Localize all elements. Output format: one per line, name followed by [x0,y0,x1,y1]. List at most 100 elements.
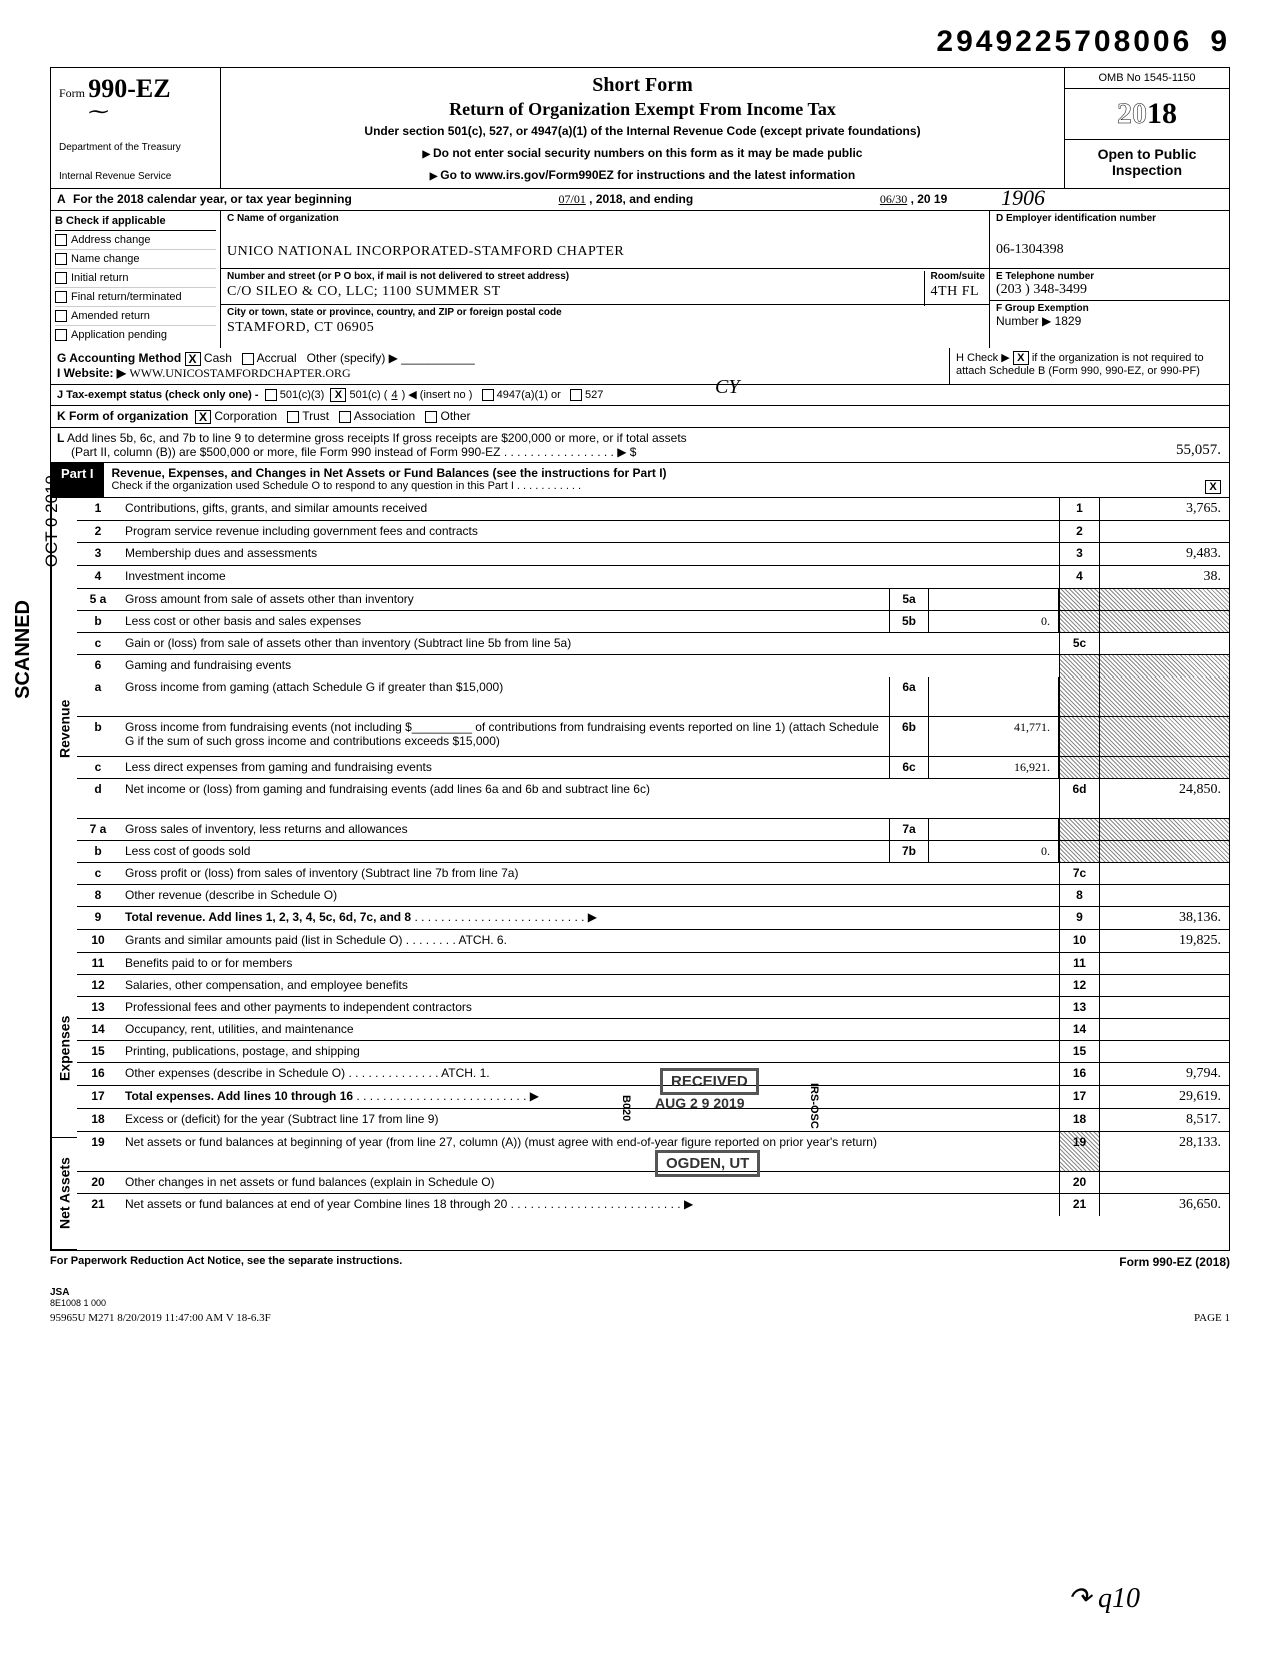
sched-o-checkbox[interactable]: X [1205,480,1221,494]
row-number: a [77,677,119,716]
chk-cash[interactable]: X [185,352,201,366]
row-desc: Excess or (deficit) for the year (Subtra… [119,1109,1059,1131]
table-row: dNet income or (loss) from gaming and fu… [77,779,1229,819]
line-l-text2: (Part II, column (B)) are $500,000 or mo… [71,445,636,459]
chk-accrual[interactable] [242,353,254,365]
chk-name-change[interactable]: Name change [55,250,216,269]
table-row: bLess cost or other basis and sales expe… [77,611,1229,633]
chk-amended-return[interactable]: Amended return [55,307,216,326]
city-row: City or town, state or province, country… [221,305,989,340]
line-g-i: G Accounting Method X Cash Accrual Other… [51,348,1229,385]
grp-row: F Group Exemption Number ▶ 1829 [990,301,1229,330]
jsa-label: JSA [50,1287,1230,1298]
right-num [1059,757,1099,778]
form-title-2: Return of Organization Exempt From Incom… [231,99,1054,120]
footer-left: For Paperwork Reduction Act Notice, see … [50,1255,402,1269]
bottom-line-text: 95965U M271 8/20/2019 11:47:00 AM V 18-6… [50,1312,271,1324]
table-row: 5 aGross amount from sale of assets othe… [77,589,1229,611]
street-value: C/O SILEO & CO, LLC; 1100 SUMMER ST [227,282,983,302]
line-l-text1: Add lines 5b, 6c, and 7b to line 9 to de… [67,431,687,445]
chk-schedule-b[interactable]: X [1013,351,1029,365]
arrow-line-1: Do not enter social security numbers on … [231,146,1054,160]
right-num: 5c [1059,633,1099,654]
right-num: 11 [1059,953,1099,974]
row-desc: Membership dues and assessments [119,543,1059,565]
chk-501c3[interactable] [265,389,277,401]
line-k-label: K Form of organization [57,409,188,423]
form-prefix: Form [59,86,85,100]
right-num: 8 [1059,885,1099,906]
right-num: 3 [1059,543,1099,565]
row-desc: Total expenses. Add lines 10 through 16 … [119,1086,1059,1108]
line-j: J Tax-exempt status (check only one) - 5… [51,385,1229,406]
row-desc: Gross income from gaming (attach Schedul… [119,677,889,716]
row-desc: Contributions, gifts, grants, and simila… [119,498,1059,520]
row-number: 5 a [77,589,119,610]
right-val [1099,885,1229,906]
chk-4947[interactable] [482,389,494,401]
stamp-date: AUG 2 9 2019 [655,1095,745,1111]
mid-num: 6b [889,717,929,756]
right-val [1099,1172,1229,1193]
table-row: 12Salaries, other compensation, and empl… [77,975,1229,997]
table-row: cGain or (loss) from sale of assets othe… [77,633,1229,655]
handwritten-cy: CY [715,376,739,399]
table-row: 3Membership dues and assessments39,483. [77,543,1229,566]
opt-501c-suf: ) ◀ (insert no ) [402,389,473,401]
right-num [1059,841,1099,862]
chk-label: Final return/terminated [71,291,182,303]
chk-527[interactable] [570,389,582,401]
right-num: 15 [1059,1041,1099,1062]
right-val: 8,517. [1099,1109,1229,1131]
right-num: 18 [1059,1109,1099,1131]
row-desc: Occupancy, rent, utilities, and maintena… [119,1019,1059,1040]
dept-treasury: Department of the Treasury [59,142,212,153]
right-val: 36,650. [1099,1194,1229,1216]
chk-final-return[interactable]: Final return/terminated [55,288,216,307]
doc-number-trail: 9 [1210,25,1230,58]
right-num: 4 [1059,566,1099,588]
part1-subtitle-wrap: Check if the organization used Schedule … [112,480,1221,492]
chk-trust[interactable] [287,411,299,423]
chk-other-org[interactable] [425,411,437,423]
chk-address-change[interactable]: Address change [55,231,216,250]
right-val [1099,841,1229,862]
chk-initial-return[interactable]: Initial return [55,269,216,288]
row-number: d [77,779,119,818]
table-row: 21Net assets or fund balances at end of … [77,1194,1229,1216]
col-b: B Check if applicable Address change Nam… [51,211,221,348]
chk-corp[interactable]: X [195,410,211,424]
open-inspection: Open to Public Inspection [1065,140,1229,184]
row-desc: Salaries, other compensation, and employ… [119,975,1059,996]
table-row: 2Program service revenue including gover… [77,521,1229,543]
row-number: c [77,633,119,654]
table-row: 20Other changes in net assets or fund ba… [77,1172,1229,1194]
dept-irs: Internal Revenue Service [59,171,212,182]
row-desc: Net assets or fund balances at end of ye… [119,1194,1059,1216]
right-val [1099,1019,1229,1040]
table-row: cLess direct expenses from gaming and fu… [77,757,1229,779]
chk-501c[interactable]: X [330,388,346,402]
table-row: 15Printing, publications, postage, and s… [77,1041,1229,1063]
right-val [1099,589,1229,610]
right-num: 17 [1059,1086,1099,1108]
opt-501c3: 501(c)(3) [280,389,325,401]
mid-num: 5b [889,611,929,632]
lines-ghijk: G Accounting Method X Cash Accrual Other… [50,348,1230,428]
row-number: 20 [77,1172,119,1193]
row-desc: Less direct expenses from gaming and fun… [119,757,889,778]
table-row: 10Grants and similar amounts paid (list … [77,930,1229,953]
form-header-right: OMB No 1545-1150 2018 Open to Public Ins… [1064,68,1229,188]
street-row: Number and street (or P O box, if mail i… [221,269,989,305]
part1-title-wrap: Revenue, Expenses, and Changes in Net As… [104,463,1229,497]
mid-val [929,677,1059,716]
table-row: bLess cost of goods sold7b0. [77,841,1229,863]
chk-application-pending[interactable]: Application pending [55,326,216,344]
jsa-code: 8E1008 1 000 [50,1298,1230,1308]
table-row: 16Other expenses (describe in Schedule O… [77,1063,1229,1086]
right-num: 21 [1059,1194,1099,1216]
right-val: 28,133. [1099,1132,1229,1171]
chk-assoc[interactable] [339,411,351,423]
room-label: Room/suite [931,271,985,282]
doc-number-main: 2949225708006 [936,25,1192,58]
